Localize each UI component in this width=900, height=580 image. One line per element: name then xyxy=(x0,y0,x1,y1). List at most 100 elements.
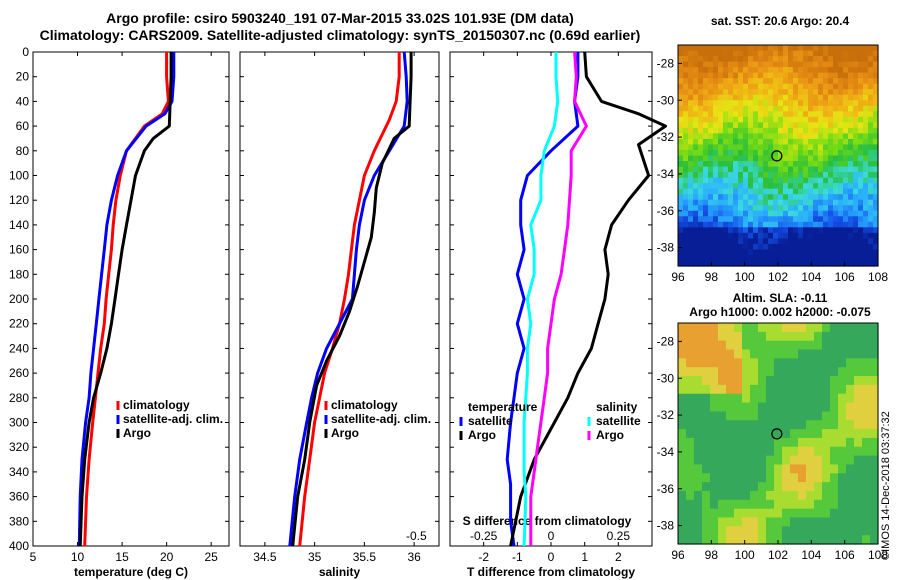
sst-map-cell xyxy=(783,172,789,179)
sst-map-cell xyxy=(833,67,839,74)
sst-map-cell xyxy=(713,138,719,146)
sst-map-cell xyxy=(793,138,799,146)
sst-map-cell xyxy=(723,188,729,195)
sst-map-cell xyxy=(838,149,844,157)
sst-map-cell xyxy=(873,127,879,135)
sst-map-cell xyxy=(708,161,714,168)
sst-map-cell xyxy=(858,166,864,173)
sla-map-xtick-label: 108 xyxy=(868,548,888,562)
sst-map-cell xyxy=(703,216,709,223)
sst-map-cell xyxy=(738,133,744,140)
sst-map-cell xyxy=(823,243,829,251)
sla-map-cell xyxy=(758,367,767,377)
sst-map-cell xyxy=(798,100,804,107)
sst-map-cell xyxy=(838,205,844,212)
sla-map-cell xyxy=(766,499,775,510)
sla-map-cell xyxy=(702,508,711,519)
sla-map-cell xyxy=(686,376,695,386)
sla-map-cell xyxy=(702,526,711,536)
sla-map-cell xyxy=(734,384,743,395)
sst-map-cell xyxy=(823,61,829,68)
sla-map-cell xyxy=(742,420,751,430)
sst-map-cell xyxy=(833,205,839,212)
sst-map-cell xyxy=(823,249,829,256)
temperature-ytick-label: 380 xyxy=(9,514,29,528)
sst-map-cell xyxy=(808,67,814,74)
sst-map-cell xyxy=(728,89,734,96)
sst-map-cell xyxy=(788,127,794,135)
sla-map-cell xyxy=(686,358,695,368)
sst-map-cell xyxy=(838,89,844,96)
sst-map-cell xyxy=(693,221,699,228)
sla-map-cell xyxy=(830,437,839,448)
sst-map-cell xyxy=(833,78,839,85)
sla-map-cell xyxy=(782,429,791,439)
sst-map-cell xyxy=(783,232,789,239)
sst-map-cell xyxy=(688,67,694,74)
sst-map-cell xyxy=(683,194,689,201)
sst-map-cell xyxy=(848,56,854,63)
sla-map-cell xyxy=(734,358,743,368)
sla-map-cell xyxy=(798,323,807,333)
salinity-panel: 34.5 35 35.5 36salinityclimatologysatellite… xyxy=(239,51,440,579)
sst-map-cell xyxy=(838,161,844,168)
sst-map-cell xyxy=(798,161,804,168)
sst-map-cell xyxy=(763,249,769,256)
sst-map-cell xyxy=(768,83,774,90)
sst-map-cell xyxy=(773,161,779,168)
sst-map-cell xyxy=(753,56,759,63)
sla-map-cell xyxy=(774,384,783,395)
sla-map-cell xyxy=(862,526,871,536)
sst-map-cell xyxy=(708,61,714,68)
sla-map-cell xyxy=(838,411,847,421)
sst-map-cell xyxy=(873,72,879,79)
sst-map-cell xyxy=(688,61,694,68)
sla-map-cell xyxy=(750,429,759,439)
sst-map-cell xyxy=(723,94,729,101)
sst-map-cell xyxy=(733,61,739,68)
sst-map-cell xyxy=(858,67,864,74)
sla-map-cell xyxy=(742,473,751,483)
sst-map-cell xyxy=(733,83,739,90)
sst-map-cell xyxy=(678,183,684,190)
sst-map-cell xyxy=(753,243,759,251)
sst-map-cell xyxy=(688,199,694,206)
sst-map-cell xyxy=(683,78,689,85)
sst-map-cell xyxy=(798,133,804,140)
sst-map-cell xyxy=(763,161,769,168)
sla-map-cell xyxy=(790,349,799,359)
sst-map-cell xyxy=(788,122,794,129)
sla-map-cell xyxy=(694,517,703,527)
sla-map-cell xyxy=(774,323,783,333)
sst-map-cell xyxy=(853,161,859,168)
sst-map-cell xyxy=(708,205,714,212)
sla-map-cell xyxy=(854,464,863,474)
sst-map-cell xyxy=(703,210,709,217)
sla-map-ytick-label: -32 xyxy=(657,408,675,422)
sla-map-cell xyxy=(862,464,871,474)
sst-map-cell xyxy=(698,149,704,157)
sst-map-cell xyxy=(823,238,829,245)
sla-map-cell xyxy=(742,393,751,404)
sst-map-cell xyxy=(838,78,844,85)
sst-map-cell xyxy=(733,127,739,135)
sst-map-cell xyxy=(688,232,694,239)
sst-map-cell xyxy=(843,199,849,206)
sst-map-cell xyxy=(843,177,849,184)
sla-map-cell xyxy=(758,340,767,351)
sst-map-cell xyxy=(803,83,809,90)
sst-map-cell xyxy=(813,161,819,168)
sst-map-cell xyxy=(818,254,824,262)
sst-map-cell xyxy=(738,221,744,228)
sst-map-cell xyxy=(723,149,729,157)
sst-map-cell xyxy=(868,61,874,68)
sla-map-cell xyxy=(798,473,807,483)
sst-map-cell xyxy=(758,67,764,74)
temperature-xtick-label: 20 xyxy=(160,550,174,564)
sla-map-cell xyxy=(798,499,807,510)
sst-map-cell xyxy=(708,50,714,57)
sla-map-cell xyxy=(822,473,831,483)
sst-map-cell xyxy=(708,238,714,245)
sla-map-cell xyxy=(854,508,863,519)
sst-map-cell xyxy=(768,133,774,140)
